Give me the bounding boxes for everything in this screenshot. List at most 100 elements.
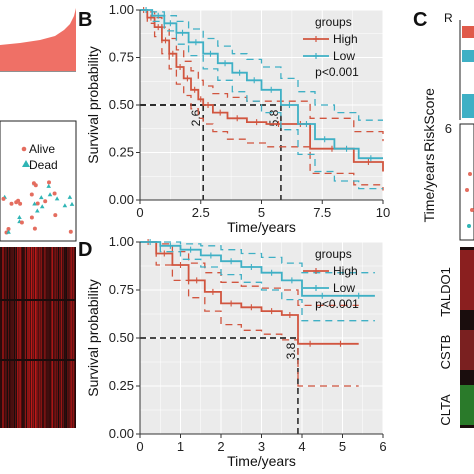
legend-title: groups	[315, 247, 352, 261]
censor-mark-low	[155, 12, 162, 19]
y-tick-label: 0.00	[109, 426, 134, 441]
heatmap-stripe	[70, 247, 72, 428]
scatter-point-dead	[39, 204, 45, 209]
legend-entry: High	[333, 264, 358, 278]
gene-label-taldo1: TALDO1	[438, 267, 453, 317]
scatter-point-dead	[54, 196, 60, 201]
heatmap-stripe	[55, 247, 57, 428]
x-tick-label: 7.5	[313, 205, 331, 220]
heatmap-stripe	[3, 247, 6, 428]
scatter-point-dead	[32, 201, 37, 206]
censor-mark-high	[234, 115, 241, 122]
right-heatmap-block	[460, 330, 474, 370]
scatter-point-alive	[68, 229, 73, 234]
ci-upper-high	[140, 9, 384, 142]
censor-mark-low	[321, 136, 328, 143]
censor-mark-low	[319, 292, 326, 299]
right-time-point	[470, 208, 474, 212]
scatter-point-alive	[16, 198, 21, 203]
right-time-frame	[459, 123, 474, 241]
scatter-point-dead	[46, 183, 51, 188]
scatter-point-alive	[32, 226, 37, 231]
ci-lower-low	[140, 241, 375, 322]
panel-label-d: D	[78, 239, 92, 261]
censor-mark-high	[161, 250, 168, 257]
y-tick-label: 0.50	[109, 330, 134, 345]
legend-dead-triangle	[22, 160, 30, 167]
heatmap-stripe	[13, 247, 14, 428]
censor-mark-low	[236, 69, 243, 76]
x-tick-label: 2	[217, 439, 224, 454]
heatmap-stripe	[63, 247, 64, 428]
censor-mark-high	[268, 308, 275, 315]
left-scatter-panel: Alive Dead	[0, 120, 77, 242]
y-tick-label: 0.75	[109, 50, 134, 65]
legend-alive-dot	[21, 146, 27, 152]
censor-mark-high	[248, 304, 255, 311]
x-tick-label: 4	[298, 439, 305, 454]
x-tick-label: 1	[177, 439, 184, 454]
y-tick-label: 1.00	[109, 2, 134, 17]
x-tick-label: 5	[339, 439, 346, 454]
censor-mark-low	[192, 39, 199, 46]
x-tick-label: 3	[258, 439, 265, 454]
scatter-point-dead	[17, 214, 22, 219]
censor-mark-high	[337, 340, 344, 347]
p-value: p<0.001	[315, 297, 359, 311]
censor-mark-low	[286, 102, 293, 108]
censor-mark-high	[162, 37, 169, 44]
heatmap-stripe	[36, 247, 39, 428]
scatter-point-alive	[29, 215, 34, 220]
ci-lower-high	[140, 9, 384, 191]
median-label: 5.8	[267, 109, 281, 126]
heatmap-stripe	[38, 247, 40, 428]
legend-swatch-cross	[313, 268, 319, 274]
heatmap-stripe	[51, 247, 53, 428]
censor-mark-high	[155, 24, 162, 31]
censor-mark-low	[268, 269, 275, 276]
censor-mark-high	[147, 14, 154, 21]
ci-lower-high	[140, 241, 359, 387]
right-legend-key-high	[462, 26, 474, 38]
panel-d: D 3.8 0 1 2 3 4 5 6 0.00 0.25 0.50 0.75 1.00 Time/yea…	[78, 234, 387, 469]
heatmap-stripe	[9, 247, 11, 428]
scatter-point-alive	[53, 213, 58, 218]
right-time-tick: 6	[445, 121, 452, 136]
heatmap-stripe	[74, 247, 76, 428]
scatter-point-alive	[29, 192, 34, 197]
heatmap-stripe	[67, 247, 68, 428]
scatter-point-alive	[6, 227, 11, 231]
heatmap-stripe	[8, 247, 9, 428]
scatter-point-dead	[67, 194, 73, 199]
legend-entry: High	[333, 32, 358, 46]
legend-title: groups	[315, 15, 352, 29]
censor-mark-high	[184, 75, 191, 82]
x-tick-label: 5	[258, 205, 265, 220]
scatter-point-dead	[62, 203, 68, 208]
median-label: 2.6	[189, 109, 203, 126]
y-axis-label: Survival probability	[85, 46, 101, 164]
censor-mark-high	[191, 86, 198, 93]
censor-mark-low	[343, 145, 350, 152]
gene-label-clta: CLTA	[438, 394, 453, 426]
heatmap-stripe	[40, 247, 42, 428]
right-column: C R RiskScore Time/years 6 TALDO1 CSTB C…	[413, 9, 474, 428]
heatmap-stripe	[22, 247, 24, 428]
heatmap-stripe	[47, 247, 49, 428]
legend-alive: Alive	[29, 142, 55, 156]
heatmap-stripe	[59, 247, 61, 428]
censor-mark-low	[207, 252, 214, 259]
legend-swatch-cross	[313, 53, 319, 59]
censor-mark-high	[228, 300, 235, 307]
x-tick-label: 0	[136, 439, 143, 454]
y-axis-label: Survival probability	[85, 279, 101, 397]
y-tick-label: 0.75	[109, 282, 134, 297]
y-tick-label: 0.00	[109, 192, 134, 207]
right-riskscore-label: RiskScore	[421, 88, 437, 152]
x-axis-label: Time/years	[227, 453, 296, 469]
scatter-point-alive	[35, 201, 40, 206]
censor-mark-low	[179, 29, 186, 36]
right-time-point	[465, 188, 469, 192]
heatmap-stripe	[11, 247, 13, 428]
